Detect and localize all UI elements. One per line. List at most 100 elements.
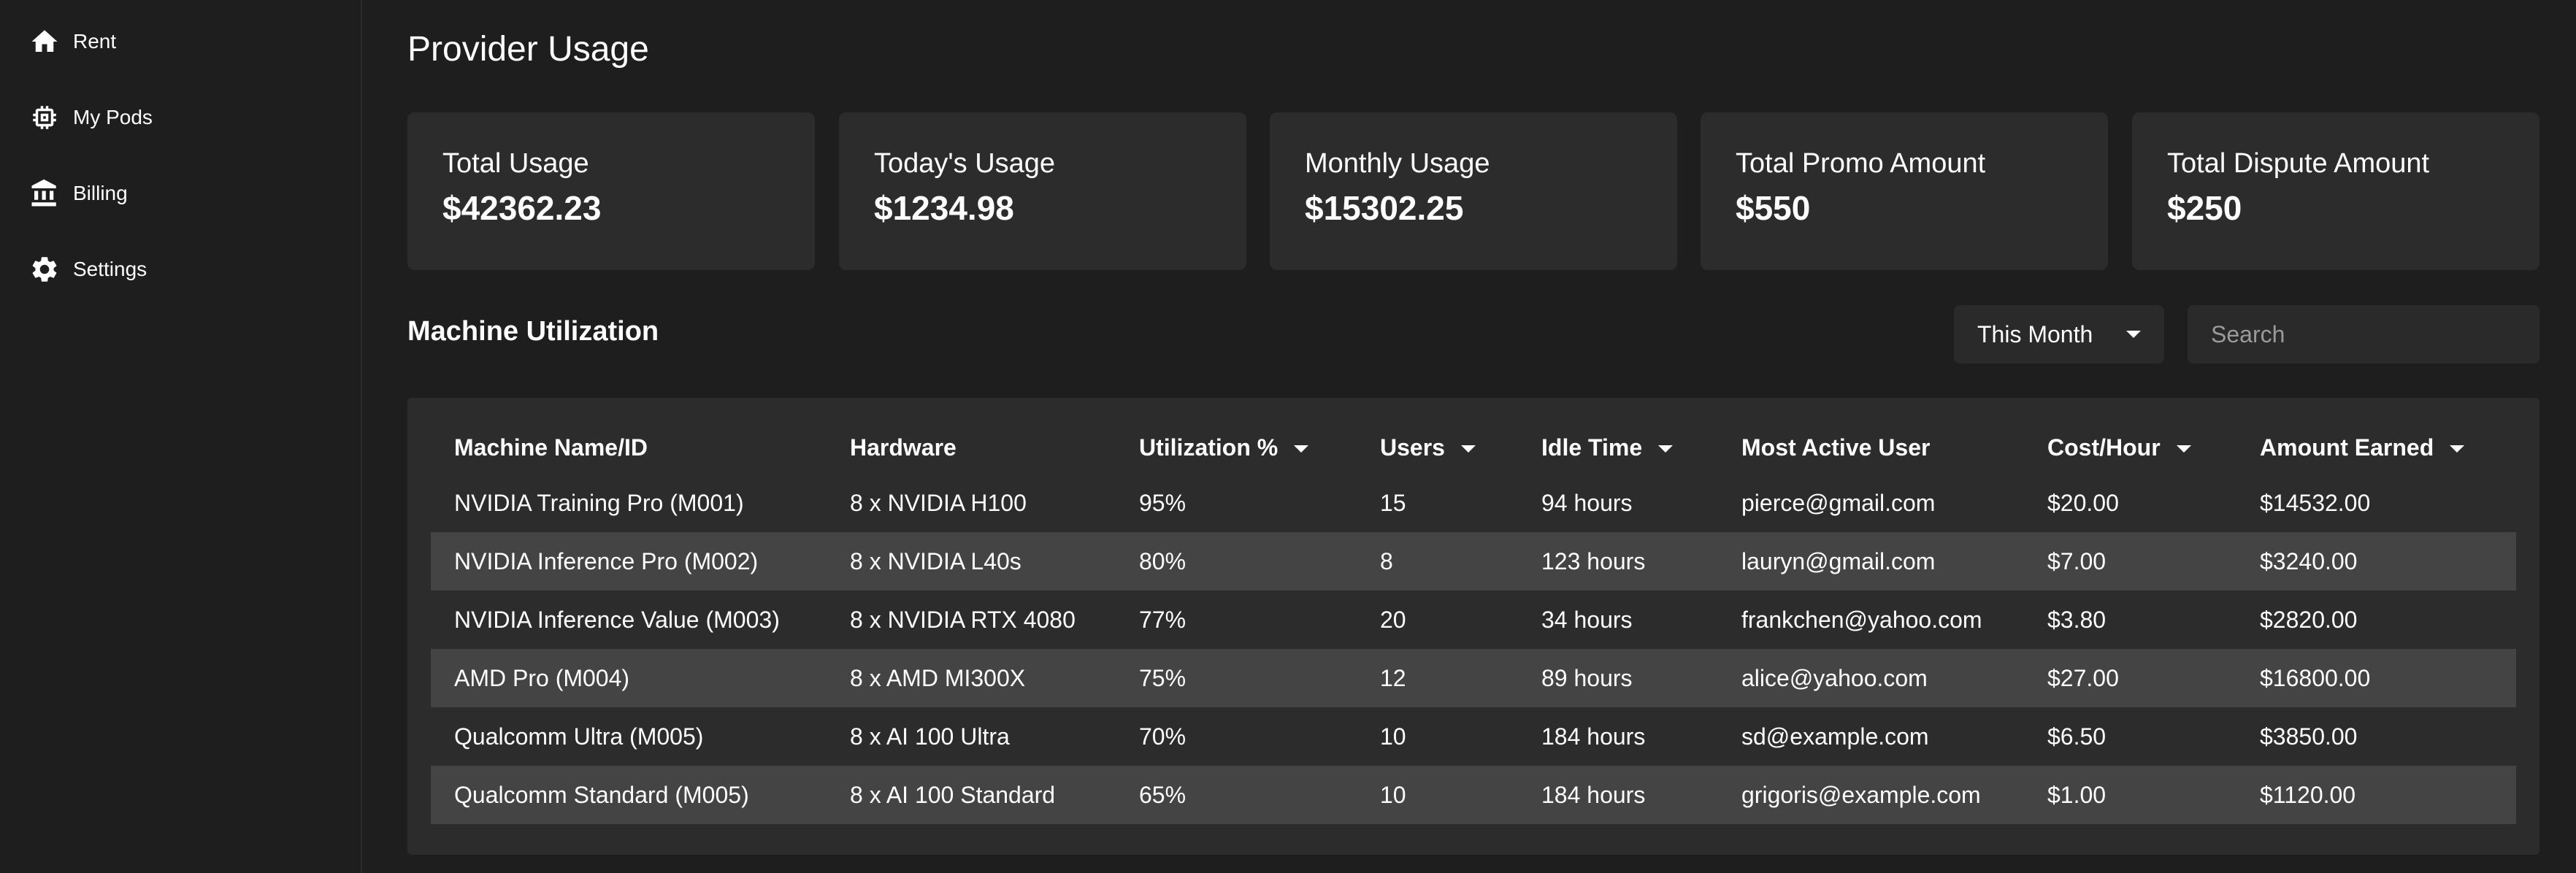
card-label: Total Promo Amount [1736,148,1986,179]
table-cell: $1.00 [2024,766,2236,824]
column-header-most-active-user: Most Active User [1741,434,1931,461]
table-cell: 12 [1357,649,1518,707]
table-cell: NVIDIA Inference Pro (M002) [431,532,827,591]
table-cell: 20 [1380,606,1406,633]
table-cell: 123 hours [1518,532,1718,591]
table-cell: 77% [1139,606,1187,633]
card-value: $42362.23 [442,188,602,227]
sidebar-item-label: My Pods [73,106,153,128]
card-value: $1234.98 [874,188,1014,227]
sidebar-item-label: Settings [73,258,147,280]
table-cell: 184 hours [1518,766,1718,824]
period-select-value: This Month [1977,320,2093,347]
card-value: $250 [2167,188,2242,227]
sidebar-item-rent[interactable]: Rent [29,20,116,64]
table-row[interactable]: NVIDIA Inference Value (M003) 8 x NVIDIA… [431,591,2516,649]
table-cell: 89 hours [1518,649,1718,707]
table-cell: 8 x NVIDIA L40s [827,532,1116,591]
table-cell: 8 [1357,532,1518,591]
table-cell: 15 [1380,489,1406,516]
period-select[interactable]: This Month [1954,305,2164,364]
utilization-table-container: Machine Name/ID Hardware Utilization % U… [407,398,2539,855]
section-title: Machine Utilization [407,316,659,347]
table-cell: 10 [1357,766,1518,824]
gear-icon [32,257,57,282]
column-header-hardware: Hardware [850,434,957,461]
total-usage-card: Total Usage $42362.23 [407,112,815,270]
card-label: Total Usage [442,148,589,179]
sort-icon[interactable] [1460,445,1476,453]
table-cell: Qualcomm Standard (M005) [431,766,827,824]
card-label: Today's Usage [874,148,1056,179]
utilization-table: Machine Name/ID Hardware Utilization % U… [431,421,2516,824]
table-cell: 95% [1139,489,1187,516]
sort-icon[interactable] [1658,445,1674,453]
table-header-row: Machine Name/ID Hardware Utilization % U… [431,421,2516,474]
table-cell: $20.00 [2047,489,2119,516]
table-cell: $1120.00 [2236,766,2516,824]
table-cell: $3240.00 [2236,532,2516,591]
column-header-cost-hour[interactable]: Cost/Hour [2024,421,2236,474]
table-row[interactable]: Qualcomm Standard (M005) 8 x AI 100 Stan… [431,766,2516,824]
column-header-idle-time[interactable]: Idle Time [1518,421,1718,474]
table-cell: 75% [1116,649,1357,707]
table-cell: 10 [1380,723,1406,750]
sidebar-item-settings[interactable]: Settings [29,247,147,291]
card-value: $550 [1736,188,1811,227]
search-input[interactable] [2209,320,2519,349]
table-cell: 34 hours [1541,606,1633,633]
table-cell: sd@example.com [1741,723,1929,750]
table-cell: 8 x NVIDIA RTX 4080 [850,606,1076,633]
column-header-amount-earned[interactable]: Amount Earned [2236,421,2516,474]
chip-icon [33,106,56,129]
table-cell: lauryn@gmail.com [1718,532,2024,591]
sidebar-item-label: Billing [73,182,128,204]
table-cell: AMD Pro (M004) [431,649,827,707]
table-cell: 8 x NVIDIA H100 [850,489,1027,516]
table-cell: 70% [1139,723,1187,750]
table-cell: 65% [1116,766,1357,824]
sidebar-item-billing[interactable]: Billing [29,172,128,215]
table-row[interactable]: AMD Pro (M004) 8 x AMD MI300X 75% 12 89 … [431,649,2516,707]
table-row[interactable]: NVIDIA Inference Pro (M002) 8 x NVIDIA L… [431,532,2516,591]
sort-icon[interactable] [2176,445,2191,453]
sidebar-item-label: Rent [73,30,117,53]
table-cell: grigoris@example.com [1718,766,2024,824]
home-icon [31,30,58,52]
table-cell: $27.00 [2024,649,2236,707]
table-row[interactable]: NVIDIA Training Pro (M001) 8 x NVIDIA H1… [431,474,2516,532]
column-header-users[interactable]: Users [1357,421,1518,474]
table-row[interactable]: Qualcomm Ultra (M005) 8 x AI 100 Ultra 7… [431,707,2516,766]
table-cell: alice@yahoo.com [1718,649,2024,707]
bank-icon [31,179,56,207]
sidebar-item-my-pods[interactable]: My Pods [29,96,153,139]
column-header-utilization[interactable]: Utilization % [1116,421,1357,474]
table-cell: $2820.00 [2260,606,2358,633]
table-cell: $3850.00 [2260,723,2358,750]
todays-usage-card: Today's Usage $1234.98 [839,112,1246,270]
table-cell: NVIDIA Training Pro (M001) [454,489,744,516]
sidebar: Rent My Pods Billing Settings [0,0,362,873]
table-cell: 8 x AI 100 Standard [827,766,1116,824]
table-cell: 8 x AI 100 Ultra [850,723,1010,750]
card-value: $15302.25 [1305,188,1464,227]
search-box [2188,305,2539,364]
table-cell: $14532.00 [2260,489,2371,516]
card-label: Monthly Usage [1305,148,1490,179]
table-cell: $7.00 [2024,532,2236,591]
table-cell: $6.50 [2047,723,2107,750]
table-cell: Qualcomm Ultra (M005) [454,723,704,750]
table-cell: pierce@gmail.com [1741,489,1936,516]
sort-icon[interactable] [2450,445,2465,453]
column-header-machine: Machine Name/ID [454,434,648,461]
sort-icon[interactable] [1294,445,1309,453]
table-cell: $3.80 [2047,606,2107,633]
card-label: Total Dispute Amount [2167,148,2430,179]
table-cell: 94 hours [1541,489,1633,516]
monthly-usage-card: Monthly Usage $15302.25 [1270,112,1677,270]
table-cell: $16800.00 [2236,649,2516,707]
table-cell: 8 x AMD MI300X [827,649,1116,707]
table-cell: NVIDIA Inference Value (M003) [454,606,780,633]
chevron-down-icon [2126,331,2141,338]
